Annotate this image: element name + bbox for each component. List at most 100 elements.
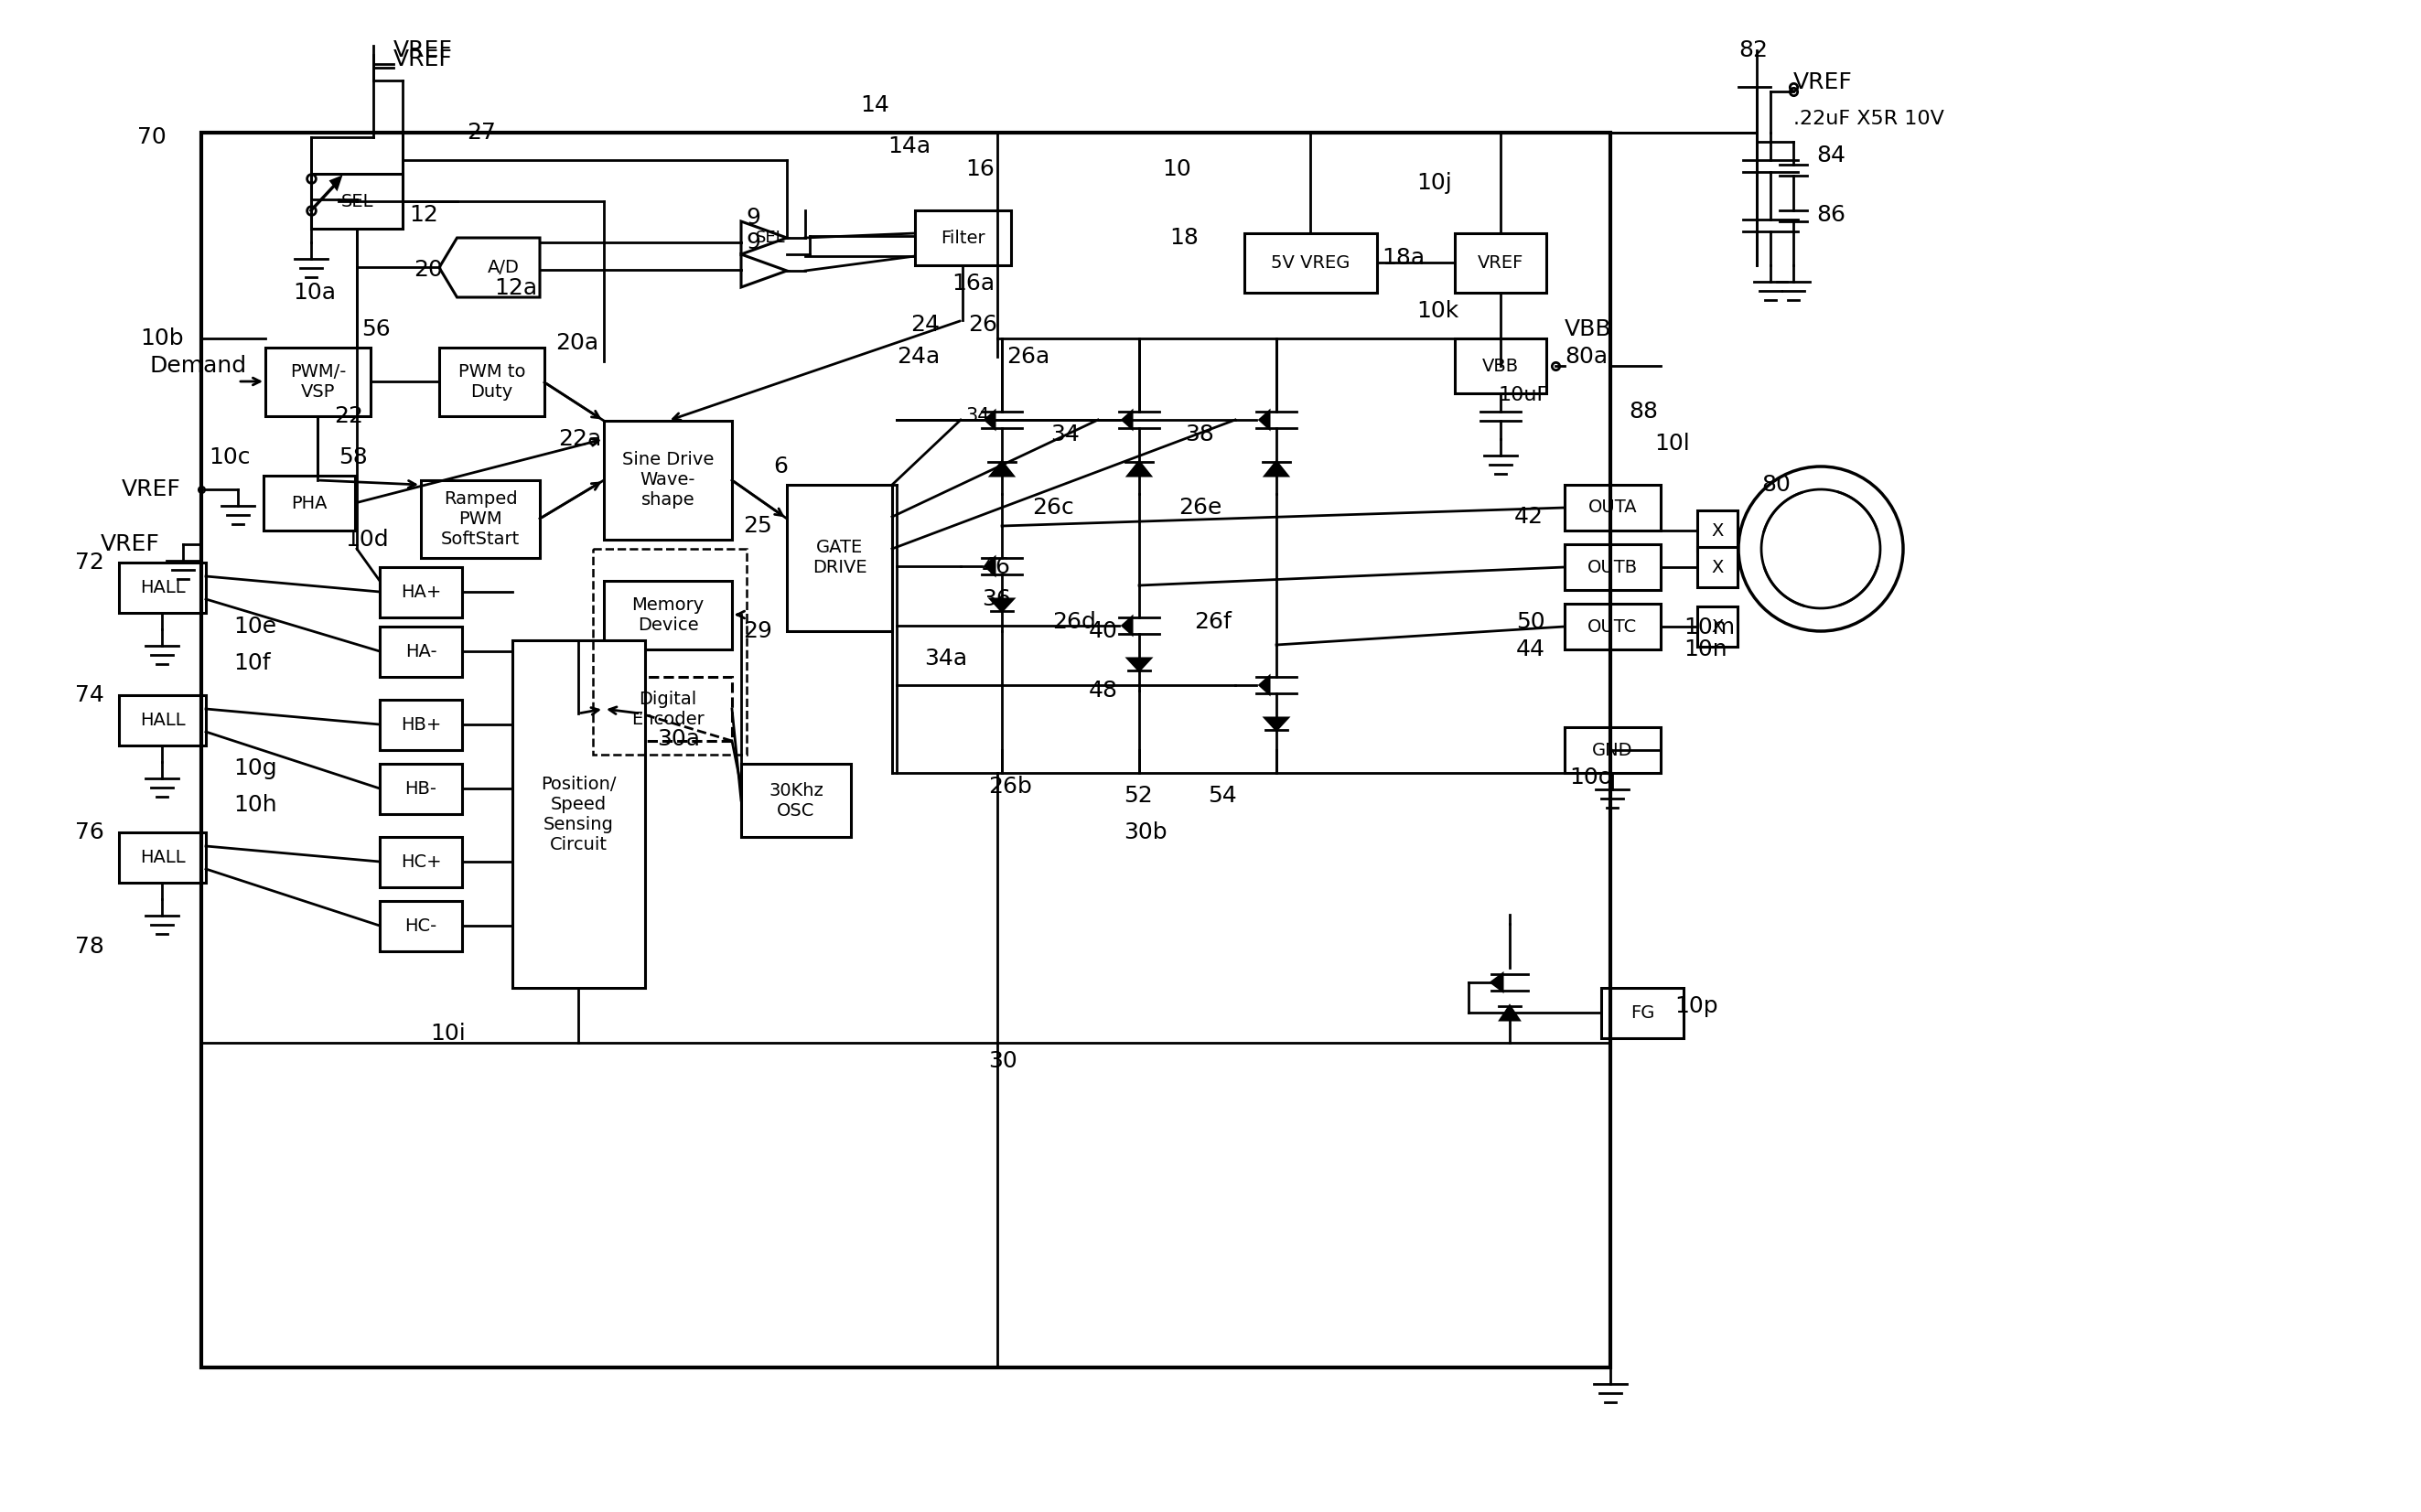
Polygon shape bbox=[1259, 677, 1269, 694]
Text: PWM/-
VSP: PWM/- VSP bbox=[291, 363, 346, 401]
Polygon shape bbox=[1128, 659, 1150, 670]
Text: HA-: HA- bbox=[404, 643, 436, 661]
Text: 42: 42 bbox=[1513, 507, 1545, 528]
Polygon shape bbox=[1501, 1005, 1518, 1021]
Text: 70: 70 bbox=[138, 125, 167, 148]
Text: 10f: 10f bbox=[232, 652, 271, 674]
Text: SEL: SEL bbox=[341, 192, 373, 210]
Text: 10o: 10o bbox=[1569, 767, 1612, 788]
Text: 38: 38 bbox=[1184, 423, 1213, 446]
Text: FG: FG bbox=[1629, 1004, 1654, 1022]
Text: X: X bbox=[1712, 558, 1724, 576]
FancyBboxPatch shape bbox=[603, 420, 731, 540]
Text: 26c: 26c bbox=[1031, 496, 1075, 519]
Text: 18a: 18a bbox=[1382, 246, 1424, 269]
Text: 10: 10 bbox=[1162, 159, 1191, 180]
Text: 40: 40 bbox=[1089, 620, 1119, 643]
Text: VREF: VREF bbox=[1794, 71, 1852, 94]
Text: Digital
Encoder: Digital Encoder bbox=[632, 689, 705, 727]
Polygon shape bbox=[332, 177, 341, 189]
Polygon shape bbox=[1123, 411, 1131, 428]
Text: GND: GND bbox=[1593, 741, 1634, 759]
Polygon shape bbox=[741, 221, 787, 254]
Text: 24: 24 bbox=[910, 314, 939, 336]
FancyBboxPatch shape bbox=[421, 481, 540, 558]
Text: VBB: VBB bbox=[1564, 319, 1612, 340]
Text: 10m: 10m bbox=[1683, 617, 1736, 638]
Text: 14: 14 bbox=[859, 94, 889, 116]
Text: Sine Drive
Wave-
shape: Sine Drive Wave- shape bbox=[622, 452, 714, 510]
Text: 10a: 10a bbox=[293, 281, 337, 304]
Text: X: X bbox=[1712, 522, 1724, 540]
Text: 30: 30 bbox=[988, 1049, 1017, 1072]
Text: 16: 16 bbox=[966, 159, 995, 180]
Text: HB+: HB+ bbox=[399, 717, 441, 733]
Polygon shape bbox=[985, 411, 995, 428]
Text: 50: 50 bbox=[1516, 611, 1545, 634]
Text: VREF: VREF bbox=[102, 534, 160, 555]
Text: 88: 88 bbox=[1629, 401, 1658, 422]
Text: HA+: HA+ bbox=[399, 584, 441, 600]
Text: Demand: Demand bbox=[150, 355, 247, 376]
Text: SEL: SEL bbox=[755, 230, 784, 246]
Text: PWM to
Duty: PWM to Duty bbox=[458, 363, 525, 401]
FancyBboxPatch shape bbox=[1244, 233, 1378, 293]
Text: 16a: 16a bbox=[951, 272, 995, 295]
Text: 58: 58 bbox=[339, 446, 368, 469]
Text: OUTA: OUTA bbox=[1588, 499, 1637, 517]
Text: 27: 27 bbox=[467, 121, 496, 144]
FancyBboxPatch shape bbox=[380, 901, 462, 951]
FancyBboxPatch shape bbox=[119, 562, 206, 612]
Text: 76: 76 bbox=[75, 821, 104, 844]
Text: 10h: 10h bbox=[232, 794, 276, 816]
FancyBboxPatch shape bbox=[1697, 511, 1738, 550]
Text: 78: 78 bbox=[75, 936, 104, 957]
FancyBboxPatch shape bbox=[1564, 485, 1661, 531]
Text: 6: 6 bbox=[772, 455, 787, 478]
Text: 52: 52 bbox=[1123, 785, 1152, 807]
Polygon shape bbox=[990, 463, 1012, 476]
Text: 10e: 10e bbox=[232, 615, 276, 638]
Text: 10j: 10j bbox=[1416, 172, 1453, 194]
Text: 12: 12 bbox=[409, 204, 438, 225]
Text: VREF: VREF bbox=[395, 48, 453, 71]
Text: OUTB: OUTB bbox=[1588, 558, 1639, 576]
Text: VBB: VBB bbox=[1482, 357, 1518, 375]
Text: 10i: 10i bbox=[431, 1022, 465, 1045]
Text: 30b: 30b bbox=[1123, 821, 1167, 844]
Polygon shape bbox=[438, 237, 540, 298]
Text: 18: 18 bbox=[1169, 227, 1198, 249]
Polygon shape bbox=[1123, 617, 1131, 634]
Text: 10p: 10p bbox=[1675, 995, 1719, 1018]
Text: 10uF: 10uF bbox=[1499, 386, 1549, 404]
Text: VREF: VREF bbox=[1477, 254, 1523, 272]
Text: 86: 86 bbox=[1816, 204, 1845, 225]
Text: 5V VREG: 5V VREG bbox=[1271, 254, 1351, 272]
Text: 26a: 26a bbox=[1007, 346, 1051, 367]
Text: 26: 26 bbox=[968, 314, 997, 336]
Text: 74: 74 bbox=[75, 685, 104, 706]
Text: 26d: 26d bbox=[1053, 611, 1097, 634]
Text: 24a: 24a bbox=[896, 346, 939, 367]
Text: HALL: HALL bbox=[140, 579, 184, 596]
Text: 10d: 10d bbox=[344, 529, 387, 550]
Text: 22a: 22a bbox=[559, 428, 600, 451]
Text: Filter: Filter bbox=[942, 230, 985, 246]
Text: 34: 34 bbox=[1051, 423, 1080, 446]
Text: HALL: HALL bbox=[140, 712, 184, 729]
Text: 26e: 26e bbox=[1179, 496, 1223, 519]
Polygon shape bbox=[990, 599, 1012, 611]
Text: 10g: 10g bbox=[232, 758, 276, 779]
FancyBboxPatch shape bbox=[1564, 727, 1661, 773]
Text: 80a: 80a bbox=[1564, 346, 1608, 367]
Text: 20a: 20a bbox=[554, 333, 598, 354]
Text: 25: 25 bbox=[743, 516, 772, 537]
Text: Memory
Device: Memory Device bbox=[632, 596, 705, 634]
Polygon shape bbox=[1266, 463, 1288, 476]
FancyBboxPatch shape bbox=[380, 700, 462, 750]
Text: 34a: 34a bbox=[925, 647, 968, 670]
Text: 36: 36 bbox=[983, 588, 1012, 611]
FancyBboxPatch shape bbox=[513, 640, 644, 987]
Text: 80: 80 bbox=[1762, 473, 1792, 496]
Text: 26b: 26b bbox=[988, 776, 1031, 798]
